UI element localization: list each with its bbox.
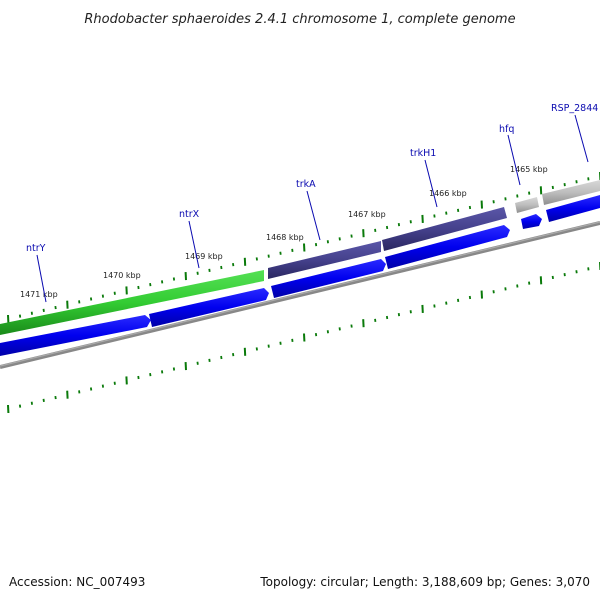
gene-trkH1[interactable] xyxy=(382,207,507,251)
accession-label: Accession: NC_007493 xyxy=(9,575,145,589)
scale-label-1465: 1465 kbp xyxy=(510,165,548,174)
genome-summary: Topology: circular; Length: 3,188,609 bp… xyxy=(259,575,590,589)
gene-labels: ntrY ntrX trkA trkH1 hfq RSP_2844 xyxy=(26,103,598,254)
callout-RSP_2844 xyxy=(574,114,589,163)
gene-label-trkA[interactable]: trkA xyxy=(296,179,316,190)
gene-ntrY[interactable] xyxy=(0,270,264,335)
gene-label-hfq[interactable]: hfq xyxy=(499,124,514,135)
cds-track xyxy=(0,195,600,356)
genome-backbone-highlight xyxy=(0,221,600,367)
gene-callout-lines xyxy=(36,114,589,303)
cds-RSP_2844[interactable] xyxy=(546,195,600,222)
gene-feature-track xyxy=(0,180,600,335)
scale-label-1471: 1471 kbp xyxy=(20,290,58,299)
scale-label-1466: 1466 kbp xyxy=(429,189,467,198)
gene-label-ntrY[interactable]: ntrY xyxy=(26,243,46,254)
scale-label-1467: 1467 kbp xyxy=(348,210,386,219)
genome-backbone xyxy=(0,221,600,369)
map-title: Rhodobacter sphaeroides 2.4.1 chromosome… xyxy=(84,12,515,27)
scale-label-1470: 1470 kbp xyxy=(103,271,141,280)
callout-ntrX xyxy=(188,220,200,269)
gene-label-RSP_2844[interactable]: RSP_2844 xyxy=(551,103,598,114)
cds-trkA[interactable] xyxy=(271,259,386,298)
scale-ticks-outer xyxy=(7,172,600,324)
scale-label-1469: 1469 kbp xyxy=(185,252,223,261)
cds-ntrX[interactable] xyxy=(149,288,269,327)
callout-trkA xyxy=(306,190,321,241)
callout-hfq xyxy=(507,134,521,186)
scale-labels: 1471 kbp 1470 kbp 1469 kbp 1468 kbp 1467… xyxy=(20,165,548,299)
cds-ntrY[interactable] xyxy=(0,315,151,356)
scale-ticks-inner xyxy=(7,262,600,414)
gene-label-trkH1[interactable]: trkH1 xyxy=(410,148,436,159)
scale-label-1468: 1468 kbp xyxy=(266,233,304,242)
callout-ntrY xyxy=(36,254,47,303)
callout-trkH1 xyxy=(424,159,438,208)
gene-trkA[interactable] xyxy=(268,241,381,279)
gene-RSP_2844[interactable] xyxy=(542,180,600,205)
gene-label-ntrX[interactable]: ntrX xyxy=(179,209,200,220)
cds-hfq[interactable] xyxy=(521,214,542,229)
gene-hfq[interactable] xyxy=(515,197,539,213)
cds-trkH1[interactable] xyxy=(385,225,510,269)
